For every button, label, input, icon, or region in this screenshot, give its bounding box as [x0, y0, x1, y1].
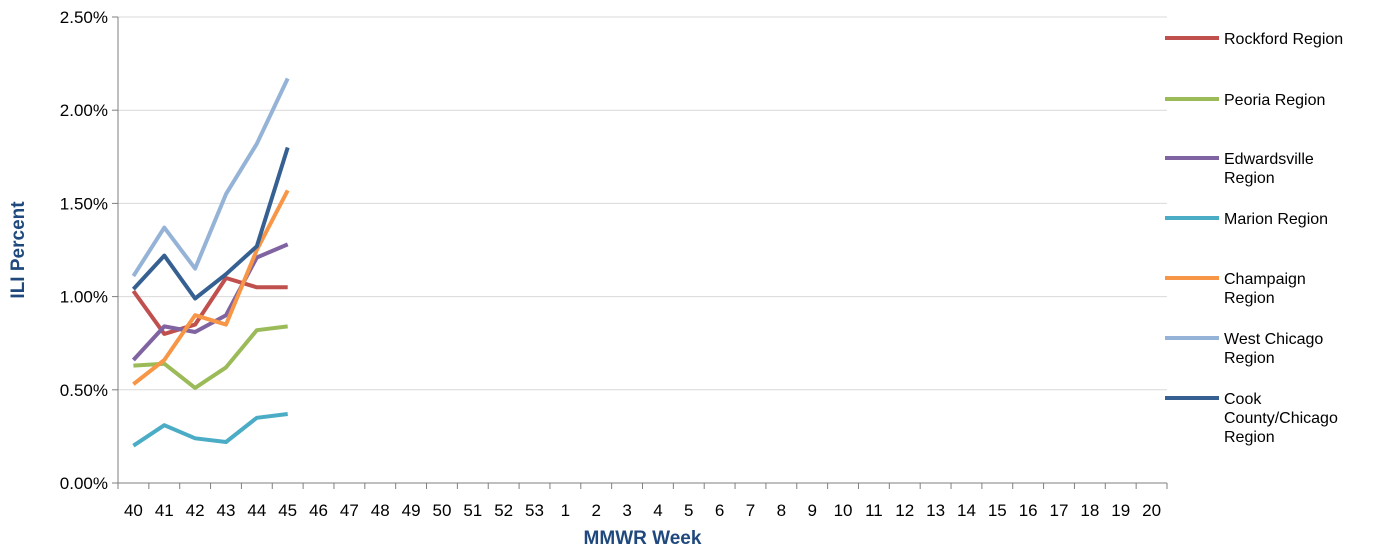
legend-label-edwardsville-region: Edwardsville: [1224, 151, 1314, 168]
x-tick-label: 42: [186, 501, 205, 520]
legend-label-cook-county-chicago-region: County/Chicago: [1224, 410, 1338, 427]
x-tick-label: 1: [561, 501, 570, 520]
y-axis-title: ILI Percent: [8, 201, 29, 299]
x-tick-label: 16: [1019, 501, 1038, 520]
y-tick-label: 1.50%: [60, 194, 108, 213]
x-tick-label: 18: [1080, 501, 1099, 520]
x-tick-label: 41: [155, 501, 174, 520]
x-tick-label: 49: [402, 501, 421, 520]
x-tick-label: 13: [926, 501, 945, 520]
legend-label-champaign-region: Region: [1224, 290, 1275, 307]
x-tick-label: 3: [622, 501, 631, 520]
x-tick-label: 52: [494, 501, 513, 520]
series-line-rockford-region: [131, 276, 288, 336]
y-tick-label: 1.00%: [60, 288, 108, 307]
x-tick-label: 5: [684, 501, 693, 520]
y-tick-label: 0.50%: [60, 381, 108, 400]
series-line-cook-county-chicago-region: [131, 146, 290, 301]
x-tick-label: 10: [834, 501, 853, 520]
x-tick-label: 48: [371, 501, 390, 520]
x-tick-label: 50: [432, 501, 451, 520]
x-tick-label: 15: [988, 501, 1007, 520]
legend-label-west-chicago-region: Region: [1224, 350, 1275, 367]
legend-label-marion-region: Marion Region: [1224, 211, 1328, 228]
axes: 0.00%0.50%1.00%1.50%2.00%2.50%40 41 42 43 44…: [60, 8, 1168, 520]
x-tick-label: 45: [278, 501, 297, 520]
legend-label-cook-county-chicago-region: Cook: [1224, 391, 1262, 408]
legend: Rockford Region Peoria Region Edwardsville…: [1165, 31, 1343, 446]
series-line-edwardsville-region: [131, 242, 289, 362]
x-tick-label: 8: [777, 501, 786, 520]
gridlines: [118, 16, 1167, 391]
legend-label-champaign-region: Champaign: [1224, 271, 1306, 288]
legend-label-edwardsville-region: Region: [1224, 170, 1275, 187]
x-tick-label: 46: [309, 501, 328, 520]
series-line-champaign-region: [132, 189, 290, 386]
series-line-west-chicago-region: [131, 77, 290, 278]
x-tick-label: 20: [1142, 501, 1161, 520]
legend-label-west-chicago-region: West Chicago: [1224, 331, 1323, 348]
legend-label-peoria-region: Peoria Region: [1224, 92, 1325, 109]
series-lines: [131, 77, 290, 448]
x-tick-label: 47: [340, 501, 359, 520]
x-tick-label: 51: [463, 501, 482, 520]
x-axis-title: MMWR Week: [584, 528, 702, 548]
x-tick-label: 43: [217, 501, 236, 520]
x-tick-label: 4: [653, 501, 662, 520]
y-tick-label: 2.00%: [60, 101, 108, 120]
x-tick-label: 53: [525, 501, 544, 520]
legend-label-cook-county-chicago-region: Region: [1224, 429, 1275, 446]
x-tick-label: 40: [124, 501, 143, 520]
y-tick-label: 0.00%: [60, 474, 108, 493]
x-tick-label: 12: [895, 501, 914, 520]
series-line-marion-region: [132, 412, 288, 448]
x-tick-label: 9: [807, 501, 816, 520]
x-tick-label: 19: [1111, 501, 1130, 520]
x-tick-label: 2: [591, 501, 600, 520]
x-tick-label: 7: [746, 501, 755, 520]
x-tick-label: 44: [247, 501, 266, 520]
x-tick-label: 17: [1050, 501, 1069, 520]
y-tick-label: 2.50%: [60, 8, 108, 27]
x-tick-label: 14: [957, 501, 976, 520]
x-tick-label: 11: [865, 501, 883, 520]
x-tick-label: 6: [715, 501, 724, 520]
legend-label-rockford-region: Rockford Region: [1224, 31, 1343, 48]
